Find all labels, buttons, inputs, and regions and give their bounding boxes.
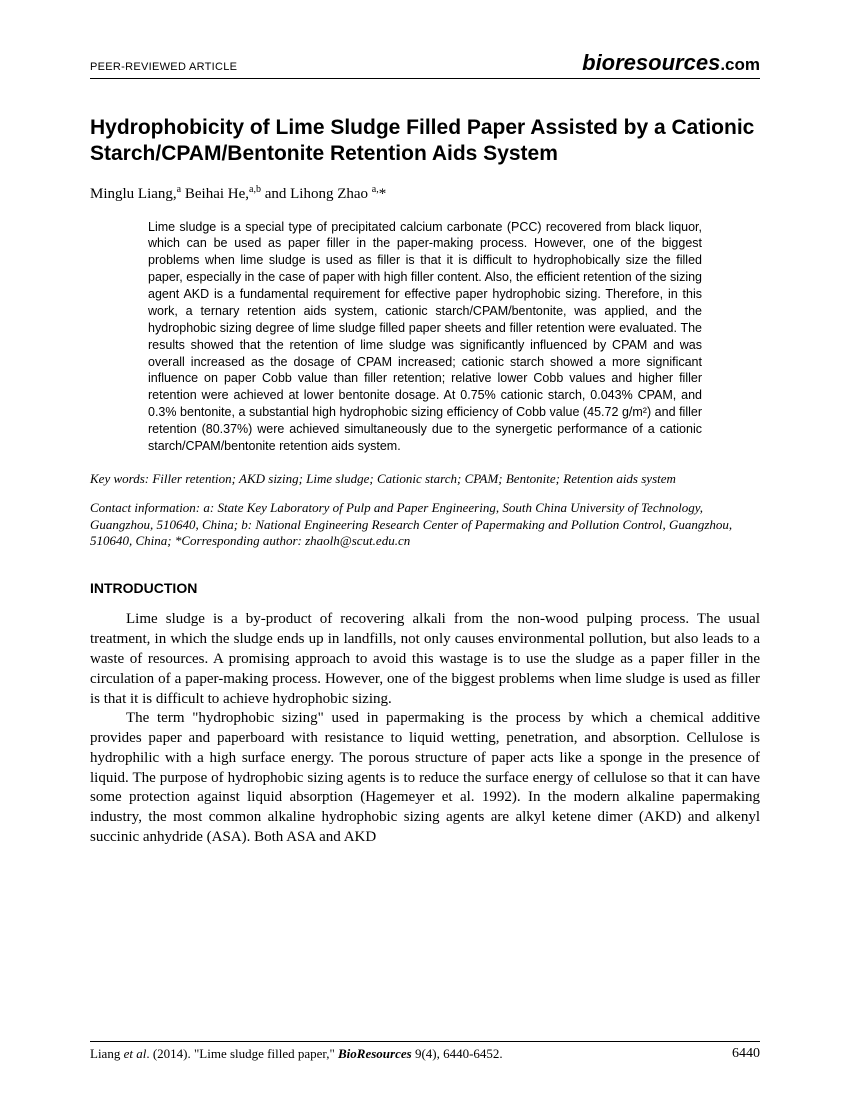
abstract: Lime sludge is a special type of precipi… [148,219,702,455]
header-journal: bioresources.com [582,50,760,76]
header-article-type: PEER-REVIEWED ARTICLE [90,61,237,73]
cite-author: Liang [90,1046,124,1061]
contact-label: Contact information: [90,500,200,515]
journal-bio: bio [582,50,615,75]
footer-citation: Liang et al. (2014). "Lime sludge filled… [90,1046,503,1062]
page-footer: Liang et al. (2014). "Lime sludge filled… [90,1041,760,1062]
keywords-label: Key words: [90,471,149,486]
contact-info: Contact information: a: State Key Labora… [90,500,760,551]
keywords: Key words: Filler retention; AKD sizing;… [90,471,760,488]
body-paragraph: Lime sludge is a by-product of recoverin… [90,610,760,709]
cite-year: . (2014). "Lime sludge filled paper," [146,1046,338,1061]
authors-line: Minglu Liang,a Beihai He,a,b and Lihong … [90,184,760,203]
journal-dotcom: .com [720,55,760,74]
journal-resources: resources [615,50,720,75]
cite-etal: et al [124,1046,147,1061]
page-header: PEER-REVIEWED ARTICLE bioresources.com [90,50,760,79]
page-number: 6440 [732,1046,760,1062]
cite-journal: BioResources [338,1046,412,1061]
body-paragraph: The term "hydrophobic sizing" used in pa… [90,709,760,848]
article-title: Hydrophobicity of Lime Sludge Filled Pap… [90,115,760,168]
keywords-text: Filler retention; AKD sizing; Lime sludg… [149,471,676,486]
cite-issue: 9(4), 6440-6452. [412,1046,503,1061]
section-heading-introduction: INTRODUCTION [90,580,760,596]
